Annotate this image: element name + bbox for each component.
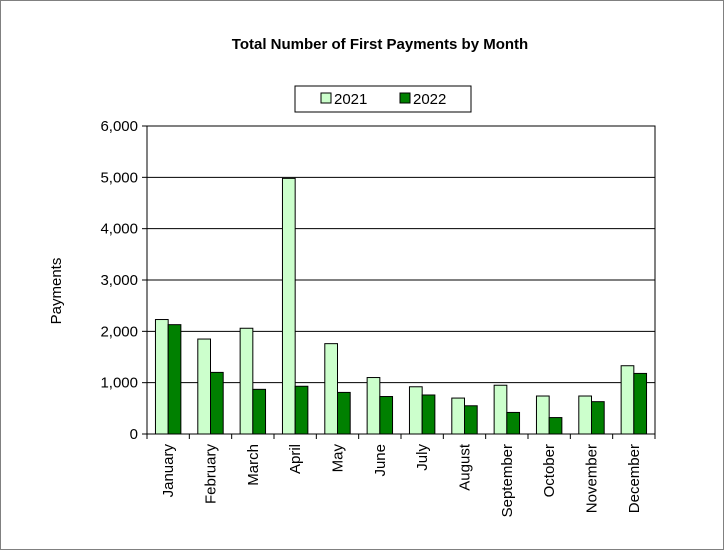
- bar-2021-september: [493, 384, 508, 435]
- x-tick-label: October: [541, 444, 558, 497]
- bar-2022-december: [633, 372, 648, 435]
- bar-2022-september: [506, 411, 521, 435]
- bar-2022-july: [421, 394, 436, 435]
- chart-title: Total Number of First Payments by Month: [232, 36, 528, 53]
- x-tick-label: November: [584, 444, 601, 513]
- y-tick-label: 4,000: [100, 221, 138, 238]
- legend-swatch-2021: [320, 92, 332, 104]
- bar-2021-august: [451, 397, 465, 435]
- x-tick-label: March: [245, 444, 262, 486]
- x-tick-label: September: [499, 444, 516, 517]
- bar-2022-may: [337, 391, 351, 435]
- legend-label-2021: 2021: [334, 91, 367, 108]
- bar-2022-april: [294, 385, 309, 435]
- y-tick-label: 0: [130, 426, 138, 443]
- y-tick-label: 3,000: [100, 272, 138, 289]
- y-tick-label: 2,000: [100, 323, 138, 340]
- y-tick-label: 1,000: [100, 375, 138, 392]
- bar-2022-february: [210, 371, 224, 435]
- bar-2021-november: [578, 395, 592, 435]
- x-tick-label: January: [160, 444, 177, 498]
- bar-2022-november: [591, 401, 605, 435]
- bar-2021-march: [239, 327, 254, 435]
- x-tick-label: May: [330, 444, 347, 473]
- bar-2021-may: [324, 343, 338, 435]
- x-tick-label: February: [203, 444, 220, 505]
- bar-2021-april: [281, 177, 296, 435]
- x-tick-label: December: [626, 444, 643, 513]
- bar-2021-january: [154, 319, 169, 435]
- bar-2021-february: [197, 338, 212, 435]
- y-tick-label: 5,000: [100, 169, 138, 186]
- legend-swatch-2022: [399, 92, 411, 104]
- bar-2021-october: [535, 395, 550, 435]
- x-tick-label: April: [287, 444, 304, 474]
- bar-2021-june: [366, 377, 381, 435]
- x-tick-label: July: [414, 444, 431, 471]
- bar-2022-june: [379, 396, 394, 435]
- bar-2022-october: [548, 417, 563, 435]
- bar-2022-march: [252, 388, 267, 435]
- bar-2021-july: [408, 386, 423, 435]
- legend: 2021 2022: [294, 85, 472, 113]
- y-axis-label: Payments: [48, 258, 65, 325]
- bar-2022-january: [167, 324, 182, 435]
- plot-area: 0 1,000 2,000 3,000 4,000 5,000 6,000 January Fe…: [100, 118, 656, 517]
- bar-2021-december: [620, 365, 635, 435]
- x-tick-label: August: [457, 443, 474, 491]
- legend-label-2022: 2022: [413, 91, 446, 108]
- x-tick-label: June: [372, 444, 389, 477]
- y-tick-label: 6,000: [100, 118, 138, 135]
- bar-2022-august: [464, 405, 478, 435]
